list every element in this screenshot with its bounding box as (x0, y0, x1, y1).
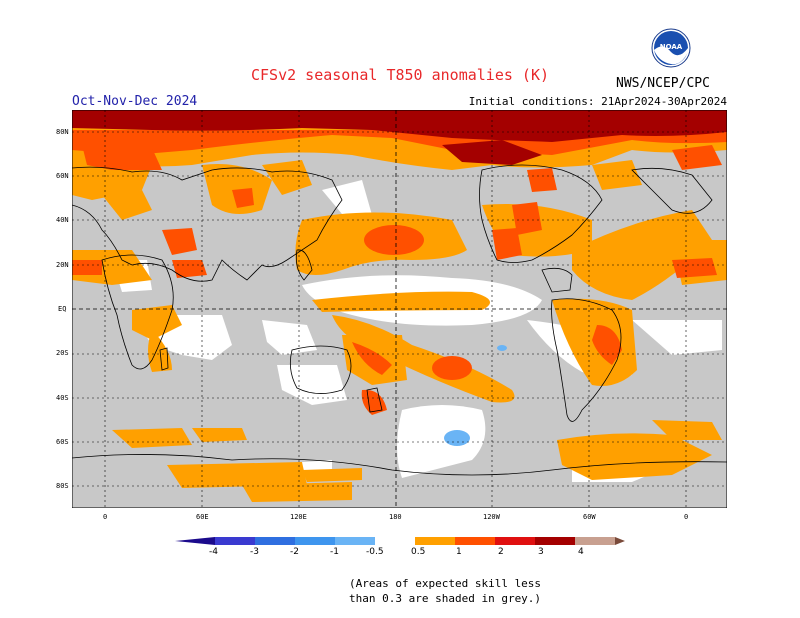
legend-swatch (575, 537, 615, 545)
skill-footnote: (Areas of expected skill less than 0.3 a… (349, 576, 541, 606)
equator-dateline (72, 110, 727, 508)
color-legend (175, 537, 625, 545)
legend-label: 2 (498, 547, 504, 557)
lon-label: 0 (684, 513, 689, 521)
logo-text: NOAA (660, 43, 683, 51)
lon-label: 120E (290, 513, 307, 521)
anomaly-map (72, 110, 727, 508)
legend-label: 1 (456, 547, 462, 557)
season-label: Oct-Nov-Dec 2024 (72, 94, 198, 109)
legend-label: -0.5 (366, 547, 384, 557)
legend-swatch (375, 537, 415, 545)
lat-label: EQ (58, 305, 67, 313)
lat-label: 60N (56, 172, 69, 180)
legend-swatch (535, 537, 575, 545)
legend-label: 3 (538, 547, 544, 557)
lat-label: 80N (56, 128, 69, 136)
lon-label: 180 (389, 513, 402, 521)
lat-label: 20N (56, 261, 69, 269)
legend-label: 4 (578, 547, 584, 557)
legend-swatch (495, 537, 535, 545)
legend-label: -1 (330, 547, 339, 557)
warm-anomaly-2-3 (72, 110, 727, 165)
lon-label: 0 (103, 513, 108, 521)
legend-swatch (295, 537, 335, 545)
lat-label: 20S (56, 349, 69, 357)
legend-label: -3 (250, 547, 259, 557)
legend-swatch (615, 537, 625, 545)
map-title: CFSv2 seasonal T850 anomalies (K) (250, 66, 549, 84)
legend-swatch (255, 537, 295, 545)
lon-label: 120W (483, 513, 500, 521)
lat-label: 60S (56, 438, 69, 446)
lon-label: 60W (583, 513, 596, 521)
noaa-logo-icon: NOAA (651, 28, 691, 68)
initial-conditions-label: Initial conditions: 21Apr2024-30Apr2024 (468, 95, 727, 108)
legend-label: 0.5 (411, 547, 426, 557)
legend-swatch (175, 537, 215, 545)
graticule (72, 110, 727, 508)
legend-swatch (215, 537, 255, 545)
legend-swatch (415, 537, 455, 545)
footnote-line: (Areas of expected skill less (349, 577, 542, 590)
footnote-line: than 0.3 are shaded in grey.) (349, 592, 542, 605)
legend-swatch (335, 537, 375, 545)
lat-label: 40N (56, 216, 69, 224)
legend-swatch (455, 537, 495, 545)
lat-label: 40S (56, 394, 69, 402)
coastlines (72, 164, 727, 476)
legend-label: -2 (290, 547, 299, 557)
lon-label: 60E (196, 513, 209, 521)
agency-label: NWS/NCEP/CPC (616, 76, 710, 91)
legend-label: -4 (209, 547, 218, 557)
lat-label: 80S (56, 482, 69, 490)
